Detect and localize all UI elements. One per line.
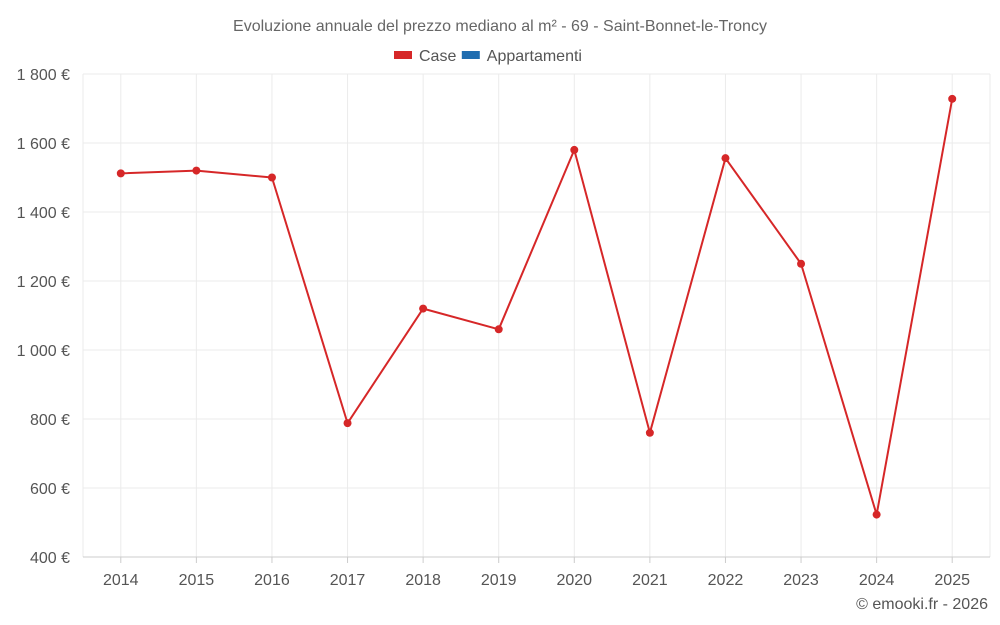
x-tick-label-9: 2023 (783, 572, 819, 589)
y-tick-label-0: 400 € (30, 550, 70, 567)
data-point-2020 (570, 145, 579, 154)
data-point-2023 (797, 259, 806, 268)
x-tick-label-0: 2014 (103, 572, 139, 589)
y-tick-label-3: 1 000 € (17, 343, 70, 360)
series-line-0 (120, 98, 954, 516)
data-point-2024 (872, 510, 881, 519)
x-tick-label-2: 2016 (254, 572, 290, 589)
y-tick-label-4: 1 200 € (17, 274, 70, 291)
x-tick-label-11: 2025 (934, 572, 970, 589)
x-tick-label-4: 2018 (405, 572, 441, 589)
data-point-2019 (494, 325, 503, 334)
data-point-2016 (267, 173, 276, 182)
legend-item-0: Case (394, 48, 456, 65)
x-tick-label-8: 2022 (708, 572, 744, 589)
series-0 (116, 94, 957, 519)
legend-swatch-1 (461, 51, 480, 59)
legend-swatch-0 (394, 51, 412, 59)
y-tick-label-7: 1 800 € (17, 67, 70, 84)
x-tick-label-5: 2019 (481, 572, 517, 589)
data-point-2014 (116, 169, 125, 178)
legend-label-0: Case (419, 48, 456, 65)
x-tick-label-3: 2017 (330, 572, 366, 589)
axes: 2014 2015 2016 2017 2018 2019 2020 2021 2022 2023… (17, 67, 990, 589)
y-tick-label-1: 600 € (30, 481, 70, 498)
series-layer (116, 94, 957, 519)
credit-text: © emooki.fr - 2026 (856, 596, 988, 613)
x-tick-label-6: 2020 (556, 572, 592, 589)
legend-label-1: Appartamenti (487, 48, 582, 65)
legend-item-1: Appartamenti (461, 48, 582, 65)
y-tick-label-6: 1 600 € (17, 136, 70, 153)
data-point-2022 (721, 154, 730, 163)
legend: Case Appartamenti (394, 48, 582, 65)
chart-title: Evoluzione annuale del prezzo mediano al… (233, 18, 767, 35)
data-point-2025 (948, 94, 957, 103)
x-tick-label-10: 2024 (859, 572, 895, 589)
grid (82, 73, 991, 558)
data-point-2021 (645, 428, 654, 437)
data-point-2018 (419, 304, 428, 313)
data-point-2015 (192, 166, 201, 175)
y-tick-label-5: 1 400 € (17, 205, 70, 222)
data-point-2017 (343, 419, 352, 428)
y-tick-label-2: 800 € (30, 412, 70, 429)
x-tick-label-1: 2015 (179, 572, 215, 589)
x-tick-label-7: 2021 (632, 572, 668, 589)
